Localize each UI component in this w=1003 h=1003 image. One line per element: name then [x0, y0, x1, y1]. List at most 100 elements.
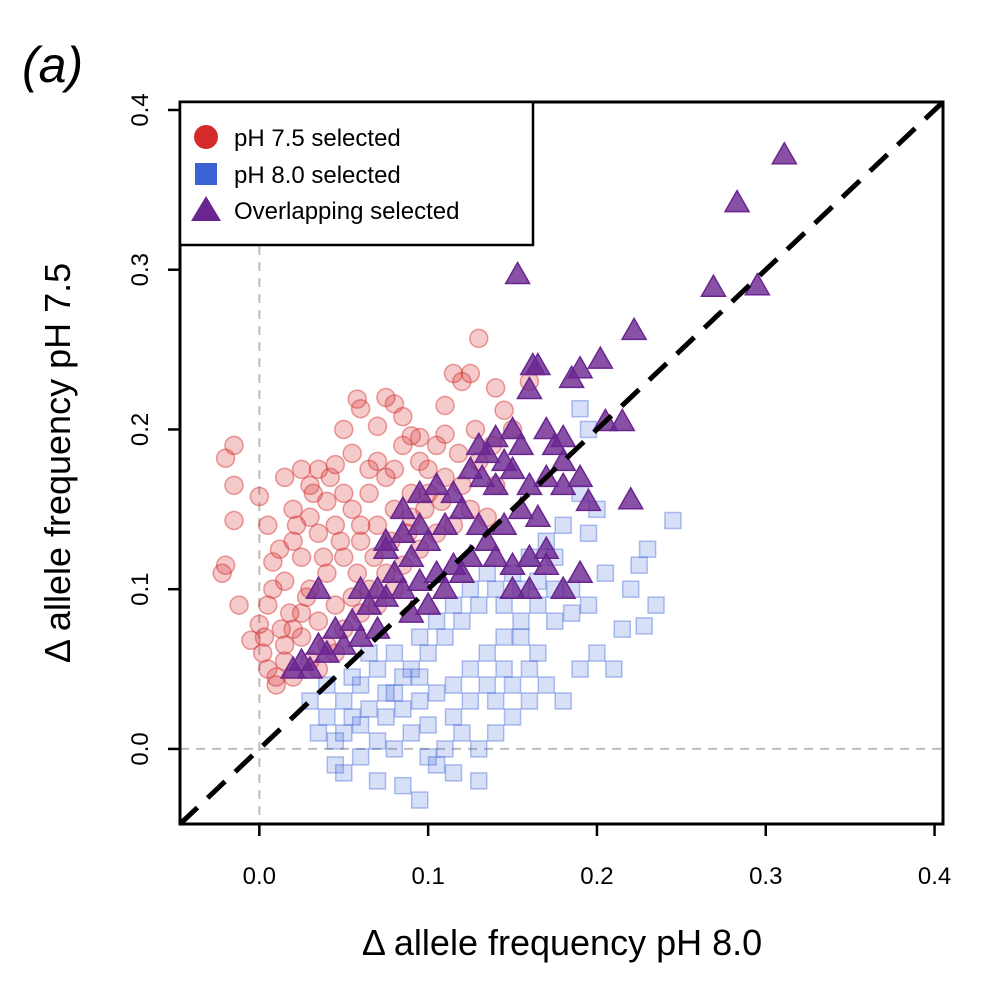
point-ph80: [377, 708, 395, 726]
point-overlapping: [499, 415, 526, 440]
point-ph80: [478, 676, 496, 694]
point-overlapping: [519, 352, 547, 376]
y-tick-label: 0.1: [127, 573, 154, 606]
point-overlapping: [533, 535, 560, 560]
point-ph75: [418, 459, 438, 480]
point-ph80: [562, 604, 581, 622]
point-overlapping: [406, 567, 433, 591]
point-overlapping: [482, 471, 509, 496]
point-overlapping: [414, 527, 442, 552]
point-overlapping: [541, 431, 569, 456]
point-ph75: [313, 547, 334, 567]
legend: pH 7.5 selected pH 8.0 selected Overlapp…: [178, 100, 535, 247]
point-ph80: [579, 524, 598, 543]
point-ph80: [453, 612, 471, 630]
legend-label-ph80: pH 8.0 selected: [234, 162, 401, 189]
point-ph80: [436, 740, 454, 758]
point-overlapping: [558, 364, 585, 389]
point-ph80: [385, 684, 404, 702]
point-ph75: [258, 515, 278, 536]
point-overlapping: [549, 447, 577, 472]
point-overlapping: [372, 527, 400, 552]
point-ph80: [630, 556, 648, 574]
panel-label: (a): [22, 37, 83, 93]
point-ph75: [291, 547, 312, 567]
point-ph75: [367, 515, 388, 536]
y-axis-label: Δ allele frequency pH 7.5: [37, 263, 78, 663]
point-overlapping: [575, 487, 602, 512]
point-ph75: [359, 459, 379, 480]
point-overlapping: [347, 623, 374, 647]
point-ph75: [274, 467, 295, 488]
legend-circle-marker: [194, 125, 218, 149]
point-ph80: [478, 564, 496, 582]
point-ph75: [485, 378, 506, 398]
point-ph80: [410, 791, 429, 809]
point-ph80: [605, 660, 623, 678]
point-ph75: [263, 552, 283, 572]
point-ph80: [444, 764, 463, 782]
point-overlapping: [771, 141, 798, 165]
point-ph75: [283, 531, 303, 552]
point-ph75: [350, 398, 371, 419]
point-ph75: [325, 595, 346, 615]
identity-dashed-line: [178, 100, 945, 826]
point-ph75: [258, 595, 278, 615]
point-ph75: [333, 483, 354, 504]
point-ph75: [350, 531, 371, 552]
point-ph75: [263, 579, 283, 599]
point-overlapping: [423, 471, 450, 496]
point-ph75: [460, 363, 481, 384]
point-ph75: [308, 611, 329, 631]
point-overlapping: [279, 655, 307, 679]
point-ph75: [300, 507, 320, 528]
point-ph80: [613, 620, 632, 638]
point-ph75: [249, 486, 270, 507]
point-ph75: [224, 510, 244, 531]
point-ph80: [444, 596, 463, 614]
legend-label-ph75: pH 7.5 selected: [234, 125, 401, 152]
point-ph80: [529, 644, 547, 662]
point-ph80: [486, 724, 505, 742]
point-ph80: [461, 692, 480, 710]
point-ph75: [215, 555, 236, 575]
point-overlapping: [744, 272, 771, 296]
point-ph75: [367, 451, 388, 472]
point-ph75: [252, 643, 273, 663]
point-ph75: [401, 426, 422, 446]
point-ph80: [394, 700, 412, 718]
point-ph75: [215, 448, 236, 468]
point-ph75: [469, 328, 489, 349]
point-ph75: [409, 427, 430, 448]
point-ph80: [360, 700, 378, 718]
point-ph75: [317, 491, 337, 512]
point-overlapping: [566, 559, 594, 583]
point-overlapping: [296, 655, 324, 679]
point-ph80: [588, 644, 606, 662]
point-ph75: [384, 394, 405, 414]
point-ph80: [334, 764, 353, 782]
point-ph80: [427, 684, 446, 702]
point-ph75: [384, 459, 405, 480]
point-overlapping: [533, 551, 560, 575]
point-ph80: [470, 772, 488, 790]
point-overlapping: [381, 559, 408, 583]
point-ph75: [254, 627, 275, 647]
point-ph75: [325, 454, 346, 475]
point-ph75: [426, 435, 447, 456]
point-ph75: [291, 459, 312, 480]
point-ph80: [351, 748, 370, 766]
point-ph80: [326, 732, 345, 750]
point-overlapping: [448, 495, 476, 520]
point-ph75: [241, 630, 261, 651]
point-ph80: [503, 708, 522, 726]
point-ph80: [368, 772, 387, 790]
point-overlapping: [431, 575, 459, 599]
point-ph75: [409, 451, 430, 472]
point-ph80: [596, 564, 615, 582]
point-ph80: [621, 580, 640, 598]
point-ph75: [291, 603, 312, 623]
point-ph80: [402, 724, 421, 742]
point-overlapping: [549, 575, 577, 599]
point-overlapping: [533, 415, 560, 440]
